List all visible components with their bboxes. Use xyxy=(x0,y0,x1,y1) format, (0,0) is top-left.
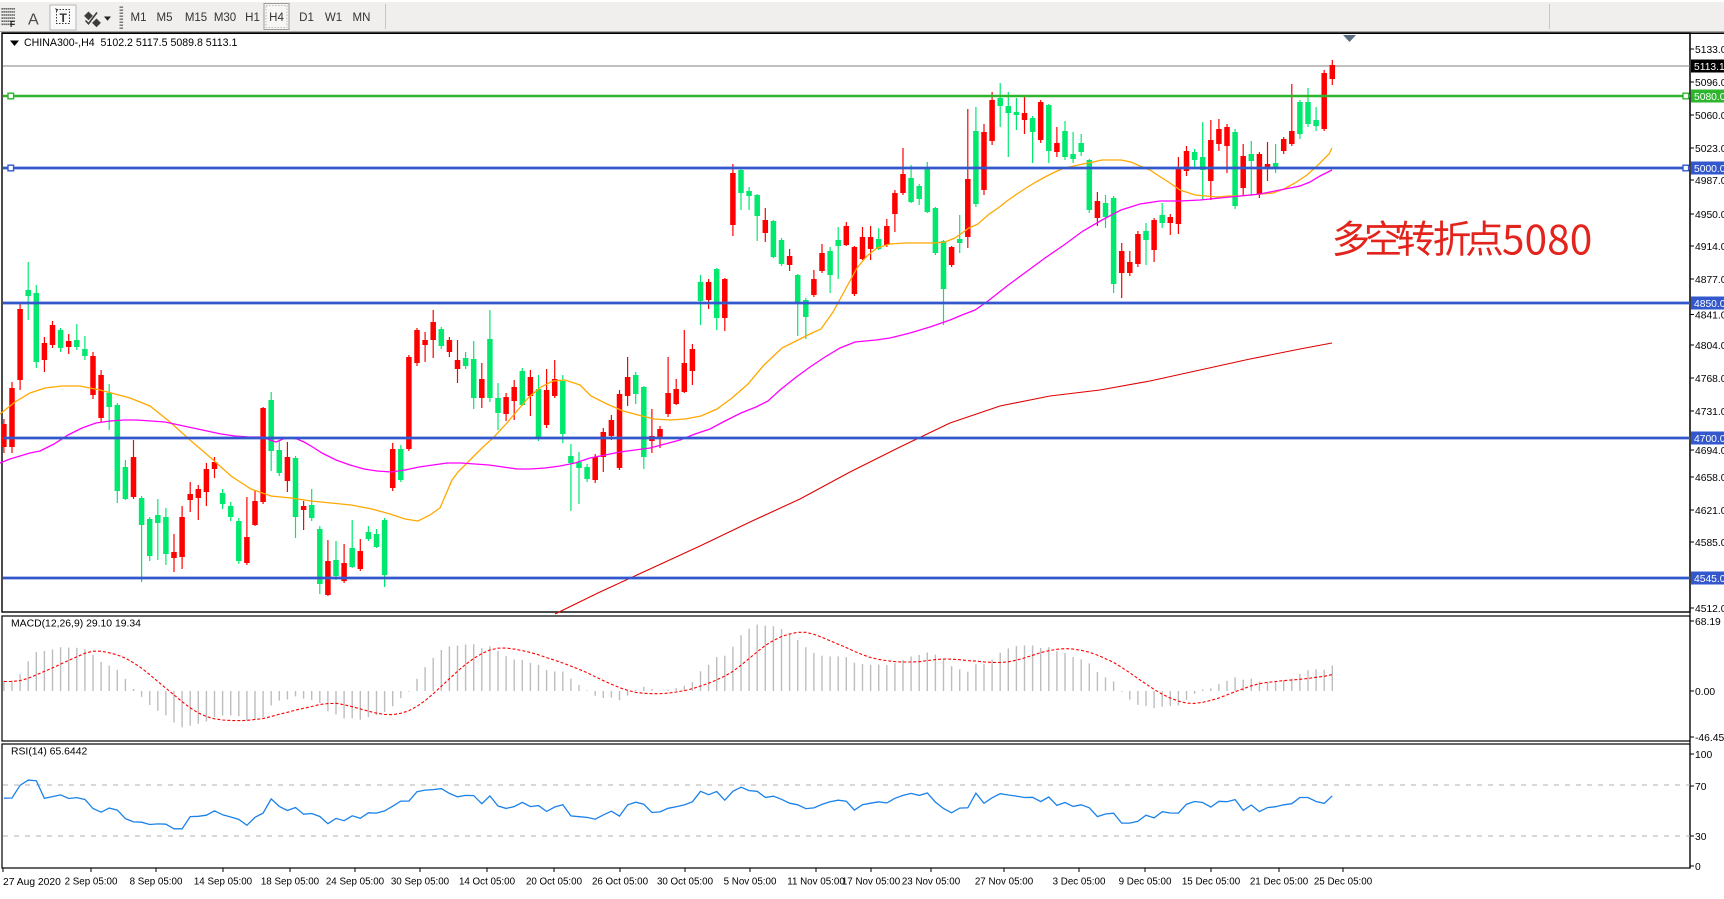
svg-text:30: 30 xyxy=(1695,832,1707,843)
svg-text:9 Dec 05:00: 9 Dec 05:00 xyxy=(1119,877,1172,888)
svg-text:H1: H1 xyxy=(245,12,260,24)
svg-text:4731.0: 4731.0 xyxy=(1695,407,1724,418)
svg-text:MN: MN xyxy=(353,12,371,24)
svg-text:MACD(12,26,9) 29.10 19.34: MACD(12,26,9) 29.10 19.34 xyxy=(11,619,141,630)
svg-text:-46.45: -46.45 xyxy=(1695,733,1724,744)
svg-text:4621.0: 4621.0 xyxy=(1695,506,1724,517)
svg-text:RSI(14) 65.6442: RSI(14) 65.6442 xyxy=(11,747,87,758)
svg-text:4804.0: 4804.0 xyxy=(1695,341,1724,352)
svg-text:M5: M5 xyxy=(157,12,173,24)
svg-text:24 Sep 05:00: 24 Sep 05:00 xyxy=(326,877,385,888)
svg-text:4585.0: 4585.0 xyxy=(1695,538,1724,549)
svg-text:21 Dec 05:00: 21 Dec 05:00 xyxy=(1250,877,1309,888)
svg-text:4914.0: 4914.0 xyxy=(1695,242,1724,253)
svg-text:30 Sep 05:00: 30 Sep 05:00 xyxy=(391,877,450,888)
svg-text:14 Oct 05:00: 14 Oct 05:00 xyxy=(459,877,516,888)
svg-text:4841.0: 4841.0 xyxy=(1695,310,1724,321)
svg-text:17 Nov 05:00: 17 Nov 05:00 xyxy=(842,877,901,888)
svg-text:A: A xyxy=(28,12,39,29)
svg-text:4545.0: 4545.0 xyxy=(1694,574,1724,585)
svg-text:4768.0: 4768.0 xyxy=(1695,374,1724,385)
svg-text:30 Oct 05:00: 30 Oct 05:00 xyxy=(657,877,714,888)
svg-text:4877.0: 4877.0 xyxy=(1695,275,1724,286)
svg-text:8 Sep 05:00: 8 Sep 05:00 xyxy=(130,877,183,888)
svg-text:68.19: 68.19 xyxy=(1695,617,1721,628)
svg-text:5113.1: 5113.1 xyxy=(1694,62,1724,73)
svg-text:15 Dec 05:00: 15 Dec 05:00 xyxy=(1182,877,1241,888)
svg-text:100: 100 xyxy=(1695,750,1712,761)
svg-text:H4: H4 xyxy=(269,12,284,24)
svg-text:18 Sep 05:00: 18 Sep 05:00 xyxy=(261,877,320,888)
svg-text:27 Aug 2020: 27 Aug 2020 xyxy=(3,877,61,888)
svg-text:F: F xyxy=(10,20,15,29)
svg-text:5 Nov 05:00: 5 Nov 05:00 xyxy=(724,877,777,888)
svg-text:0: 0 xyxy=(1695,862,1701,873)
svg-text:5000.0: 5000.0 xyxy=(1694,164,1724,175)
svg-text:25 Dec 05:00: 25 Dec 05:00 xyxy=(1314,877,1373,888)
svg-text:3 Dec 05:00: 3 Dec 05:00 xyxy=(1053,877,1106,888)
svg-text:4700.0: 4700.0 xyxy=(1694,434,1724,445)
svg-text:23 Nov 05:00: 23 Nov 05:00 xyxy=(902,877,961,888)
svg-text:4512.0: 4512.0 xyxy=(1695,604,1724,615)
svg-text:5060.0: 5060.0 xyxy=(1695,111,1724,122)
svg-text:4658.0: 4658.0 xyxy=(1695,473,1724,484)
svg-text:5096.0: 5096.0 xyxy=(1695,78,1724,89)
svg-text:11 Nov 05:00: 11 Nov 05:00 xyxy=(787,877,845,888)
svg-text:4694.0: 4694.0 xyxy=(1695,446,1724,457)
svg-text:14 Sep 05:00: 14 Sep 05:00 xyxy=(194,877,253,888)
svg-text:5023.0: 5023.0 xyxy=(1695,144,1724,155)
svg-text:20 Oct 05:00: 20 Oct 05:00 xyxy=(526,877,583,888)
svg-text:26 Oct 05:00: 26 Oct 05:00 xyxy=(592,877,649,888)
svg-text:5080.0: 5080.0 xyxy=(1694,92,1724,103)
svg-text:27 Nov 05:00: 27 Nov 05:00 xyxy=(975,877,1034,888)
svg-text:CHINA300-,H4 5102.2 5117.5 50: CHINA300-,H4 5102.2 5117.5 5089.8 5113.1 xyxy=(24,37,238,49)
svg-text:M15: M15 xyxy=(185,12,207,24)
svg-text:M1: M1 xyxy=(131,12,147,24)
svg-text:5133.0: 5133.0 xyxy=(1695,45,1724,56)
svg-text:D1: D1 xyxy=(299,12,314,24)
svg-text:2 Sep 05:00: 2 Sep 05:00 xyxy=(65,877,118,888)
svg-text:70: 70 xyxy=(1695,782,1707,793)
svg-text:T: T xyxy=(60,11,68,25)
svg-text:W1: W1 xyxy=(325,12,342,24)
svg-text:M30: M30 xyxy=(214,12,236,24)
svg-text:4987.0: 4987.0 xyxy=(1695,176,1724,187)
svg-text:4850.0: 4850.0 xyxy=(1694,299,1724,310)
svg-text:0.00: 0.00 xyxy=(1695,687,1715,698)
svg-text:4950.0: 4950.0 xyxy=(1695,210,1724,221)
